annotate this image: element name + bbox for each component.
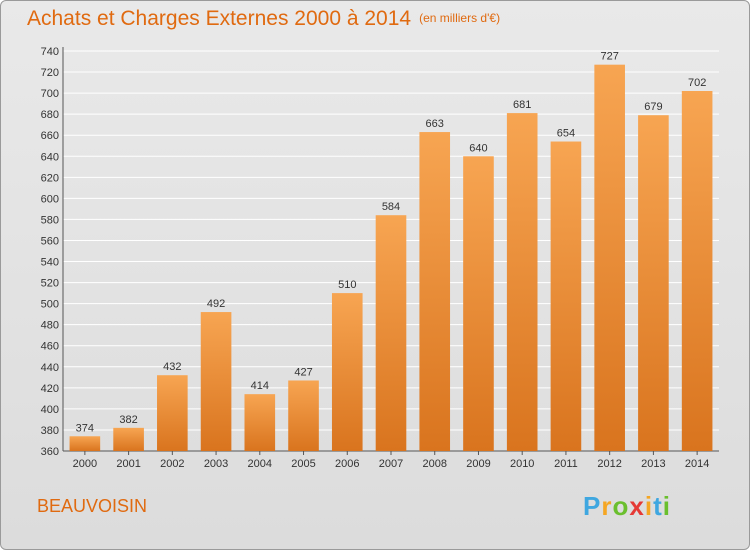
x-tick-label-2012: 2012: [597, 458, 621, 470]
value-label-2003: 492: [207, 298, 225, 310]
value-label-2002: 432: [163, 361, 181, 373]
bar-2003: [200, 312, 232, 451]
y-tick-label: 660: [41, 130, 59, 142]
x-tick-label-2005: 2005: [291, 458, 315, 470]
value-label-2007: 584: [382, 201, 400, 213]
y-tick-label: 460: [41, 341, 59, 353]
value-label-2000: 374: [76, 422, 94, 434]
logo-letter: o: [612, 491, 630, 521]
bar-2000: [69, 436, 101, 451]
axes: 360 380 400 420 440 460 480 500 520 540 560 580 600 6…: [41, 46, 719, 470]
chart-title: Achats et Charges Externes 2000 à 2014 (e…: [27, 7, 500, 31]
logo-letter: i: [662, 491, 671, 521]
bar-2004: [244, 394, 276, 451]
x-tick-label-2000: 2000: [73, 458, 97, 470]
value-label-2012: 727: [600, 51, 618, 63]
logo-letter: x: [629, 491, 645, 521]
bars: [69, 64, 713, 452]
y-tick-label: 400: [41, 404, 59, 416]
chart-title-text: Achats et Charges Externes 2000 à 2014: [27, 7, 412, 30]
bar-2013: [638, 115, 669, 452]
chart-subtitle: (en milliers d'€): [419, 11, 501, 25]
y-tick-label: 500: [41, 299, 59, 311]
value-label-2013: 679: [644, 101, 662, 113]
x-tick-label-2002: 2002: [160, 458, 184, 470]
commune-name: BEAUVOISIN: [37, 496, 148, 516]
logo-letter: r: [601, 491, 613, 521]
logo-letter: i: [644, 491, 654, 521]
y-tick-label: 720: [41, 67, 59, 79]
value-label-2006: 510: [338, 279, 356, 291]
value-label-2001: 382: [119, 414, 137, 426]
y-tick-label: 420: [41, 383, 59, 395]
y-tick-label: 440: [41, 362, 59, 374]
value-label-2011: 654: [557, 128, 575, 140]
bar-2002: [157, 375, 188, 451]
y-tick-label: 600: [41, 193, 59, 205]
x-tick-label-2001: 2001: [116, 458, 140, 470]
x-tick-label-2014: 2014: [685, 458, 709, 470]
bar-2012: [594, 64, 625, 452]
logo-letter: P: [583, 491, 602, 521]
y-tick-label: 360: [41, 446, 59, 458]
value-label-2010: 681: [513, 99, 531, 111]
x-tick-label-2004: 2004: [248, 458, 272, 470]
x-tick-label-2009: 2009: [466, 458, 490, 470]
x-tick-label-2007: 2007: [379, 458, 403, 470]
x-tick-label-2013: 2013: [641, 458, 665, 470]
bar-2005: [288, 380, 319, 451]
value-label-2008: 663: [426, 118, 444, 130]
y-tick-label: 700: [41, 88, 59, 100]
y-tick-label: 620: [41, 172, 59, 184]
value-label-2014: 702: [688, 77, 706, 89]
y-tick-label: 580: [41, 214, 59, 226]
value-label-2005: 427: [294, 366, 312, 378]
x-tick-label-2010: 2010: [510, 458, 534, 470]
y-tick-label: 680: [41, 109, 59, 121]
value-label-2009: 640: [469, 142, 487, 154]
logo-letter: t: [653, 491, 663, 521]
x-tick-label-2006: 2006: [335, 458, 359, 470]
y-tick-label: 480: [41, 320, 59, 332]
x-tick-label-2003: 2003: [204, 458, 228, 470]
y-tick-label: 520: [41, 278, 59, 290]
bar-2011: [550, 141, 582, 452]
x-tick-label-2008: 2008: [422, 458, 446, 470]
bar-2006: [331, 293, 363, 451]
value-labels: 374 382 432 492 414 427 510 584 663 640 681 654 727 6…: [76, 51, 707, 435]
value-label-2004: 414: [251, 380, 269, 392]
bar-2007: [375, 215, 407, 451]
y-tick-label: 380: [41, 425, 59, 437]
x-tick-label-2011: 2011: [554, 458, 578, 470]
proxiti-logo: Proxiti: [583, 491, 671, 522]
y-tick-label: 540: [41, 257, 59, 269]
bar-2001: [113, 427, 144, 451]
bar-2014: [681, 91, 713, 451]
bar-2009: [463, 156, 494, 451]
bar-2008: [419, 132, 451, 452]
y-tick-label: 640: [41, 151, 59, 163]
y-tick-label: 740: [41, 46, 59, 58]
y-tick-label: 560: [41, 235, 59, 247]
bar-2010: [506, 113, 538, 452]
